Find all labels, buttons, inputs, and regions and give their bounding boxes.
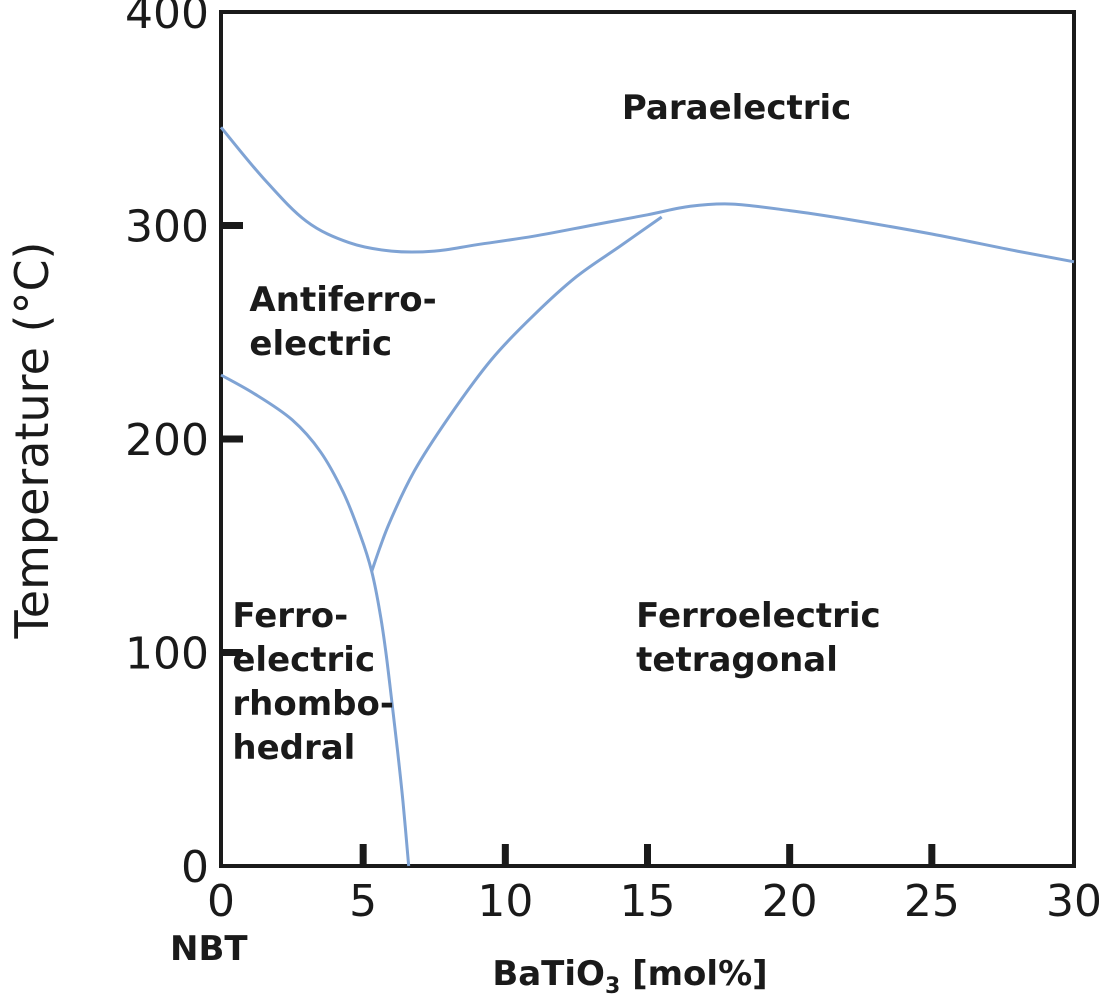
phase-boundary-line [219, 126, 1075, 264]
phase-region-labels: ParaelectricAntiferro-electricFerro-elec… [232, 88, 880, 768]
phase-region-label: Ferro-electric rhombo-hedral [232, 596, 394, 768]
y-tick-label: 200 [125, 415, 209, 466]
y-tick-label: 300 [125, 202, 209, 253]
x-tick-label: 10 [477, 876, 533, 927]
y-tick-label: 0 [181, 842, 209, 893]
phase-region-label-line: rhombo- [232, 684, 394, 724]
phase-region-label-line: Antiferro- [249, 280, 436, 320]
x-tick-label: 30 [1046, 876, 1099, 927]
phase-boundary-line [370, 215, 663, 572]
phase-region-label-line: Ferro- [232, 596, 348, 636]
x-axis-label-unit: [mol%] [620, 954, 767, 994]
x-tick-label: 5 [349, 876, 377, 927]
x-tick-label: 25 [904, 876, 960, 927]
phase-region-label-line: Ferroelectric [636, 596, 881, 636]
plot-area-frame [219, 10, 1076, 868]
y-axis-ticks: 0 100 200 300 400 [125, 0, 243, 893]
x-axis-ticks: 0 5 10 15 20 25 30 [207, 844, 1099, 927]
phase-region-label: Paraelectric [622, 88, 851, 128]
x-axis-label-subscript: 3 [605, 974, 620, 999]
x-axis-label-main: BaTiO [492, 954, 605, 994]
phase-region-label-line: electric [232, 640, 375, 680]
x-corner-label: NBT [170, 929, 248, 969]
phase-region-label-line: Paraelectric [622, 88, 851, 128]
phase-region-label-line: tetragonal [636, 640, 838, 680]
phase-region-label: Antiferro-electric [249, 280, 436, 364]
y-tick-label: 100 [125, 629, 209, 680]
phase-region-label: Ferroelectric tetragonal [636, 596, 881, 680]
x-tick-label: 15 [620, 876, 676, 927]
y-axis-label: Temperature (°C) [5, 241, 59, 639]
phase-boundary-line [220, 373, 411, 867]
x-tick-label: 0 [207, 876, 235, 927]
x-tick-label: 20 [762, 876, 818, 927]
phase-region-label-line: hedral [232, 728, 355, 768]
x-axis-label: BaTiO3 [mol%] [492, 954, 767, 999]
y-tick-label: 400 [125, 0, 209, 39]
phase-boundary-lines [219, 126, 1075, 867]
phase-region-label-line: electric [249, 324, 392, 364]
